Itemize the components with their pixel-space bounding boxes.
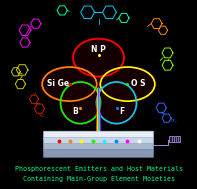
Ellipse shape [100, 67, 155, 101]
FancyBboxPatch shape [44, 144, 153, 151]
Ellipse shape [97, 82, 137, 124]
Text: O: O [41, 114, 44, 118]
Ellipse shape [99, 66, 156, 102]
Ellipse shape [41, 66, 98, 102]
FancyBboxPatch shape [44, 150, 153, 157]
Text: O S: O S [131, 79, 146, 88]
Text: Phosphorescent Emitters and Host Materials: Phosphorescent Emitters and Host Materia… [15, 166, 182, 172]
Text: Si Ge: Si Ge [47, 79, 70, 88]
Text: Containing Main-Group Element Moieties: Containing Main-Group Element Moieties [22, 176, 175, 182]
FancyBboxPatch shape [44, 137, 153, 145]
Ellipse shape [59, 81, 101, 125]
FancyBboxPatch shape [169, 136, 180, 142]
Text: Si: Si [29, 28, 32, 32]
Ellipse shape [42, 67, 97, 101]
Text: F: F [120, 107, 125, 116]
Ellipse shape [60, 82, 100, 124]
Ellipse shape [96, 81, 138, 125]
Text: CF₃: CF₃ [170, 119, 177, 123]
Ellipse shape [73, 39, 124, 77]
Text: B: B [72, 107, 78, 116]
Ellipse shape [72, 38, 125, 77]
Text: N P: N P [91, 45, 106, 54]
FancyBboxPatch shape [44, 131, 153, 139]
